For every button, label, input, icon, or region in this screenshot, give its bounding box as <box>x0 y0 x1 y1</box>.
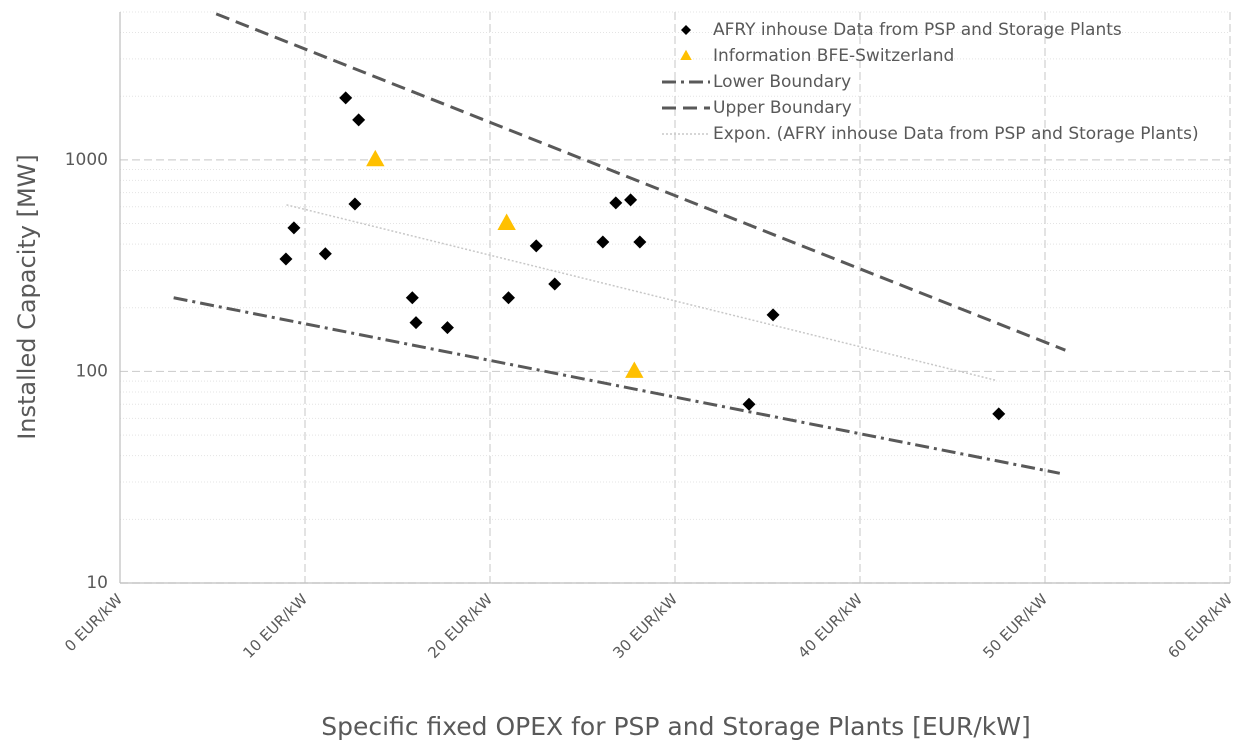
trend-line <box>286 204 996 381</box>
diamond <box>529 239 543 253</box>
x-tick-label: 10 EUR/kW <box>239 590 311 662</box>
diamond <box>409 316 423 330</box>
x-tick-label: 40 EUR/kW <box>794 590 866 662</box>
diamond <box>502 291 515 305</box>
diamond <box>548 277 562 291</box>
diamond <box>609 196 623 210</box>
trend-line <box>173 296 1061 475</box>
diamond <box>766 308 780 322</box>
diamond <box>633 235 647 249</box>
diamond <box>624 193 638 207</box>
diamond <box>596 235 610 249</box>
diamond <box>405 291 419 305</box>
legend-label: Lower Boundary <box>713 72 851 92</box>
x-tick-label: 30 EUR/kW <box>609 590 681 662</box>
diamond <box>279 252 293 266</box>
diamond <box>992 407 1006 421</box>
x-tick-label: 60 EUR/kW <box>1164 590 1236 662</box>
legend-label: Upper Boundary <box>713 98 852 118</box>
trend-line <box>215 12 1066 352</box>
triangle <box>680 49 692 60</box>
diamond <box>318 247 332 261</box>
legend-label: Information BFE-Switzerland <box>713 46 954 66</box>
diamond <box>287 221 301 235</box>
diamond <box>352 113 366 127</box>
triangle <box>625 361 644 378</box>
y-axis-label: Installed Capacity [MW] <box>13 154 41 440</box>
x-axis-label: Specific fixed OPEX for PSP and Storage … <box>321 712 1030 741</box>
x-tick-label: 50 EUR/kW <box>979 590 1051 662</box>
x-tick-label: 0 EUR/kW <box>61 590 126 655</box>
legend-label: Expon. (AFRY inhouse Data from PSP and S… <box>713 124 1199 144</box>
x-tick-label: 20 EUR/kW <box>424 590 496 662</box>
legend-label: AFRY inhouse Data from PSP and Storage P… <box>713 20 1122 40</box>
triangle <box>497 213 516 230</box>
y-tick-label: 100 <box>76 361 108 381</box>
diamond <box>339 91 353 105</box>
triangle <box>366 149 385 167</box>
y-tick-label: 10 <box>86 573 108 593</box>
diamond <box>681 25 691 35</box>
y-tick-label: 1000 <box>65 150 108 170</box>
diamond <box>440 321 454 335</box>
diamond <box>348 197 362 211</box>
diamond <box>742 397 756 411</box>
